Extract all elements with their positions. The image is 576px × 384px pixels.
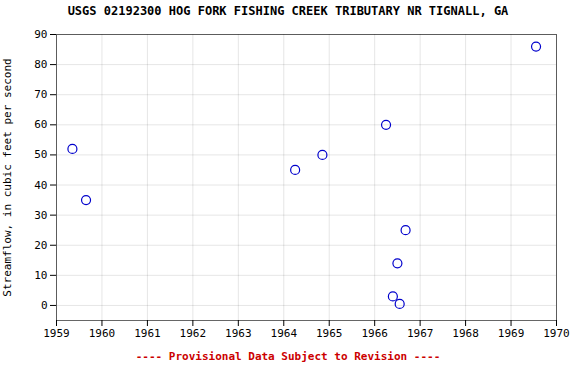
svg-text:1960: 1960 bbox=[89, 327, 116, 340]
svg-text:40: 40 bbox=[34, 179, 47, 192]
svg-text:90: 90 bbox=[34, 28, 47, 41]
svg-text:Streamflow, in cubic feet per: Streamflow, in cubic feet per second bbox=[1, 58, 14, 296]
svg-text:1965: 1965 bbox=[316, 327, 343, 340]
svg-text:60: 60 bbox=[34, 118, 47, 131]
svg-text:0: 0 bbox=[41, 299, 48, 312]
svg-text:1970: 1970 bbox=[543, 327, 570, 340]
svg-text:70: 70 bbox=[34, 88, 47, 101]
svg-text:1961: 1961 bbox=[134, 327, 161, 340]
svg-text:1969: 1969 bbox=[498, 327, 524, 340]
svg-text:1959: 1959 bbox=[43, 327, 70, 340]
svg-text:10: 10 bbox=[34, 269, 47, 282]
svg-text:1966: 1966 bbox=[361, 327, 388, 340]
html-text:USGS 02192300 HOG FORK FISHING: USGS 02192300 HOG FORK FISHING CREEK TRI… bbox=[67, 4, 509, 18]
svg-text:20: 20 bbox=[34, 239, 47, 252]
svg-text:50: 50 bbox=[34, 148, 47, 161]
svg-text:1968: 1968 bbox=[452, 327, 479, 340]
svg-text:80: 80 bbox=[34, 58, 47, 71]
svg-text:1963: 1963 bbox=[225, 327, 252, 340]
svg-text:30: 30 bbox=[34, 209, 47, 222]
svg-text:1967: 1967 bbox=[407, 327, 434, 340]
html-text:---- Provisional Data Subject: ---- Provisional Data Subject to Revisio… bbox=[135, 350, 441, 363]
svg-text:1964: 1964 bbox=[271, 327, 298, 340]
svg-text:1962: 1962 bbox=[180, 327, 207, 340]
